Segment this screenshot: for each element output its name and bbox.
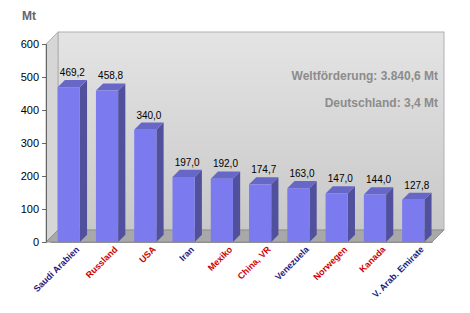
bar-top xyxy=(402,193,431,200)
x-tick-label: Kanada xyxy=(357,244,388,275)
y-tick: 300 xyxy=(21,137,46,149)
x-tick-label: Venezuela xyxy=(273,244,312,283)
x-tick: China, VR xyxy=(236,244,273,281)
x-tick: Venezuela xyxy=(273,244,312,283)
bar-top xyxy=(249,177,278,184)
x-tick: Iran xyxy=(177,244,196,263)
y-tick-label: 600 xyxy=(21,38,39,50)
data-label: 458,8 xyxy=(98,70,123,81)
x-tick-label: Mexiko xyxy=(206,244,235,273)
bar xyxy=(326,193,348,242)
data-label: 147,0 xyxy=(328,173,353,184)
data-label: 469,2 xyxy=(60,67,85,78)
bar-top xyxy=(287,181,316,188)
bar-side xyxy=(271,177,278,242)
bar xyxy=(249,184,271,242)
bar xyxy=(211,179,233,242)
bar-top xyxy=(134,123,163,130)
y-tick-mark xyxy=(42,44,46,45)
bar-side xyxy=(195,170,202,242)
bar xyxy=(134,130,156,242)
bar-top xyxy=(364,187,393,194)
bar xyxy=(402,200,424,242)
y-tick-mark xyxy=(42,77,46,78)
y-tick-label: 300 xyxy=(21,137,39,149)
bar-top xyxy=(211,171,240,178)
bar xyxy=(58,87,80,242)
data-label: 127,8 xyxy=(404,180,429,191)
y-axis: 0 100 200 300 400 500 600 xyxy=(21,38,47,248)
y-tick: 200 xyxy=(21,170,46,182)
data-label: 197,0 xyxy=(175,157,200,168)
x-tick: Kanada xyxy=(357,244,388,275)
y-tick: 500 xyxy=(21,71,46,83)
bar xyxy=(172,177,194,242)
bar-side xyxy=(310,181,317,242)
y-tick-label: 100 xyxy=(21,203,39,215)
y-tick: 600 xyxy=(21,38,46,50)
x-tick-label: Iran xyxy=(177,244,196,263)
data-labels: 469,2 458,8 340,0 197,0 192,0 174,7 163,0 147,0… xyxy=(60,67,430,191)
bar-top xyxy=(58,80,87,87)
x-tick-label: Norwegen xyxy=(311,244,349,282)
x-tick: Norwegen xyxy=(311,244,349,282)
y-tick-mark xyxy=(42,143,46,144)
data-label: 163,0 xyxy=(289,168,314,179)
annotation: Weltförderung: 3.840,6 Mt xyxy=(292,69,438,83)
annotation: Deutschland: 3,4 Mt xyxy=(325,96,438,110)
y-tick-label: 0 xyxy=(33,236,39,248)
x-tick-label: China, VR xyxy=(236,244,273,281)
side-wall xyxy=(46,32,58,242)
y-tick-mark xyxy=(42,242,46,243)
x-tick-label: V. Arab. Emirate xyxy=(370,244,425,299)
y-tick-label: 200 xyxy=(21,170,39,182)
bar xyxy=(96,91,118,242)
y-tick: 0 xyxy=(33,236,46,248)
data-label: 144,0 xyxy=(366,174,391,185)
y-tick-mark xyxy=(42,110,46,111)
y-tick: 100 xyxy=(21,203,46,215)
x-tick-label: Saudi Arabien xyxy=(32,244,82,294)
data-label: 340,0 xyxy=(136,110,161,121)
bar-side xyxy=(348,186,355,242)
bar-side xyxy=(386,187,393,242)
x-tick: Mexiko xyxy=(206,244,235,273)
data-label: 192,0 xyxy=(213,158,238,169)
bar-side xyxy=(156,123,163,242)
bar xyxy=(287,188,309,242)
bar-top xyxy=(96,83,125,90)
bar-side xyxy=(118,83,125,242)
x-tick: Saudi Arabien xyxy=(32,244,82,294)
data-label: 174,7 xyxy=(251,164,276,175)
bar-side xyxy=(80,80,87,242)
x-tick-label: Russland xyxy=(84,244,120,280)
y-tick-label: 400 xyxy=(21,104,39,116)
y-tick: 400 xyxy=(21,104,46,116)
x-axis-line xyxy=(51,242,433,243)
x-tick: USA xyxy=(137,244,158,265)
bar-top xyxy=(326,186,355,193)
x-tick: V. Arab. Emirate xyxy=(370,244,425,299)
bar xyxy=(364,194,386,242)
bar-side xyxy=(424,193,431,242)
x-tick-label: USA xyxy=(137,244,158,265)
chart: 469,2 458,8 340,0 197,0 192,0 174,7 163,0 147,0… xyxy=(0,0,470,313)
bar-side xyxy=(233,171,240,242)
x-axis: Saudi ArabienRussland USA Iran MexikoChina,… xyxy=(32,243,433,300)
x-tick: Russland xyxy=(84,244,120,280)
y-axis-label: Mt xyxy=(22,9,36,23)
y-tick-mark xyxy=(42,209,46,210)
bar-top xyxy=(172,170,201,177)
y-axis-line xyxy=(42,45,47,243)
y-tick-label: 500 xyxy=(21,71,39,83)
y-tick-mark xyxy=(42,176,46,177)
